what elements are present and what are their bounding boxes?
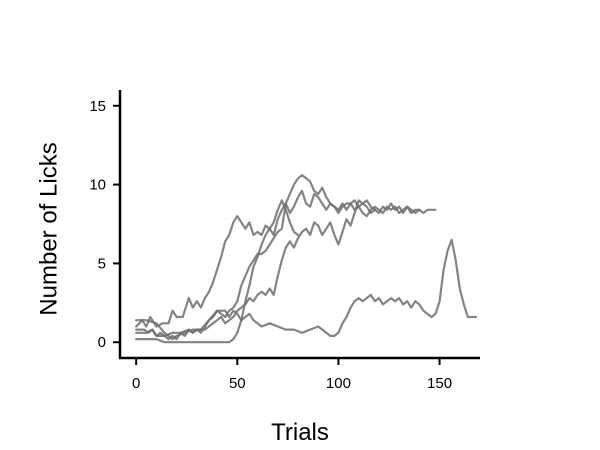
x-tick-label: 150 (427, 375, 452, 392)
series-line-2 (135, 174, 421, 341)
series-line-3 (135, 199, 376, 337)
series-line-5 (135, 199, 300, 344)
y-tick-label: 15 (89, 98, 106, 115)
y-tick-label: 5 (98, 255, 106, 272)
series-line-4 (135, 238, 478, 341)
y-ticks: 0 5 10 15 (89, 98, 120, 351)
series-line-1 (135, 189, 437, 328)
x-tick-label: 50 (229, 375, 246, 392)
y-tick-label: 0 (98, 334, 106, 351)
x-axis-title: Trials (271, 419, 329, 446)
y-axis-title: Number of Licks (35, 142, 62, 315)
x-ticks: 0 50 100 150 (132, 358, 452, 392)
x-tick-label: 100 (326, 375, 351, 392)
x-tick-label: 0 (132, 375, 140, 392)
series-layer (135, 174, 478, 344)
y-tick-label: 10 (89, 177, 106, 194)
